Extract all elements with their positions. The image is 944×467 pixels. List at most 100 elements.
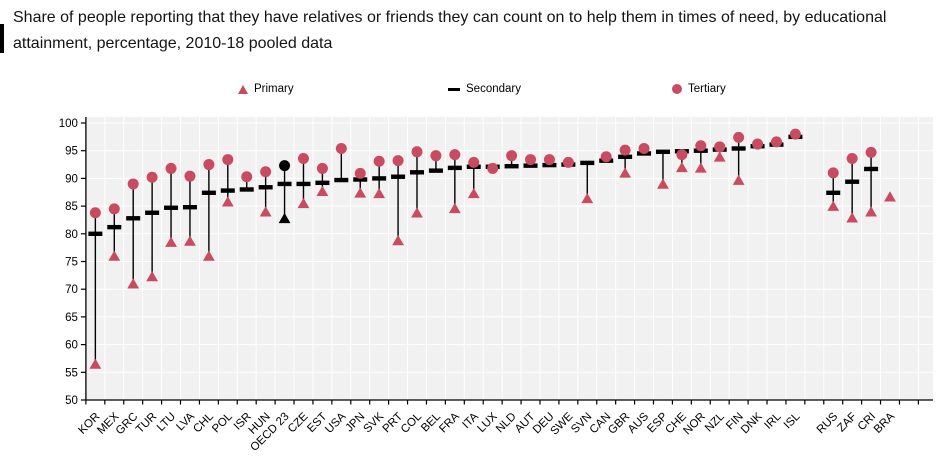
secondary-dash-marker [580, 160, 595, 166]
secondary-dash-marker [182, 205, 197, 210]
tertiary-circle-marker [335, 142, 347, 154]
tertiary-circle-marker [127, 178, 139, 190]
legend-label-tertiary: Tertiary [688, 83, 726, 95]
tertiary-circle-marker [865, 146, 877, 158]
primary-triangle-marker [467, 187, 480, 199]
primary-triangle-marker [694, 162, 707, 173]
secondary-dash-marker [277, 181, 292, 187]
tertiary-circle-marker [241, 171, 253, 183]
secondary-dash-marker [258, 185, 273, 190]
y-tick-label: 60 [65, 340, 78, 352]
tertiary-circle-marker [89, 207, 101, 219]
tertiary-circle-marker [316, 162, 328, 174]
x-category-label: PRT [381, 411, 406, 436]
x-category-label: COL [399, 410, 425, 436]
tertiary-circle-marker [487, 162, 499, 174]
tertiary-circle-marker [146, 171, 158, 183]
primary-triangle-marker [127, 278, 140, 289]
y-tick-label: 95 [65, 146, 78, 158]
primary-triangle-marker [202, 250, 215, 261]
y-tick-label: 65 [65, 312, 78, 324]
x-category-label: POL [210, 410, 235, 435]
secondary-dash-marker [239, 187, 254, 192]
tertiary-circle-marker [392, 155, 404, 167]
tertiary-circle-marker [714, 141, 726, 153]
primary-triangle-marker [884, 191, 896, 202]
tertiary-circle-marker [733, 131, 745, 143]
secondary-dash-marker [864, 166, 879, 172]
secondary-dash-marker [504, 164, 519, 169]
primary-triangle-marker [259, 206, 272, 217]
secondary-dash-marker [164, 205, 179, 210]
secondary-dash-marker [542, 162, 557, 168]
x-category-label: DNK [739, 410, 765, 436]
y-tick-label: 70 [65, 284, 78, 296]
tertiary-circle-marker [846, 152, 858, 164]
x-category-label: CZE [286, 410, 311, 435]
tertiary-circle-marker [562, 156, 574, 168]
primary-triangle-marker [221, 196, 234, 207]
primary-triangle-marker [146, 271, 159, 282]
tertiary-circle-marker [827, 167, 839, 179]
tertiary-circle-marker [203, 159, 215, 171]
primary-triangle-marker [846, 212, 859, 223]
x-category-label: ISL [782, 410, 803, 431]
primary-triangle-marker [448, 202, 461, 214]
y-tick-label: 90 [65, 173, 78, 185]
primary-triangle-marker [392, 235, 404, 246]
secondary-dash-marker [353, 177, 368, 182]
secondary-dash-marker [447, 165, 462, 171]
y-tick-label: 55 [65, 367, 78, 379]
primary-triangle-marker [581, 192, 594, 204]
tertiary-circle-marker [354, 167, 366, 179]
legend-label-primary: Primary [254, 83, 294, 95]
tertiary-circle-marker [108, 203, 120, 215]
tertiary-circle-marker [695, 140, 707, 152]
secondary-dash-marker [296, 181, 311, 187]
secondary-dash-marker [731, 146, 746, 151]
tertiary-circle-marker [600, 151, 612, 163]
y-tick-label: 85 [65, 201, 78, 213]
primary-triangle-marker [278, 212, 291, 224]
secondary-dash-marker [618, 154, 633, 159]
secondary-dash-marker [428, 168, 443, 173]
tertiary-circle-marker [789, 128, 801, 140]
x-category-label: TUR [134, 411, 159, 436]
tertiary-circle-marker [506, 150, 518, 162]
chart-legend: Primary Secondary Tertiary [0, 80, 944, 98]
primary-triangle-marker [827, 200, 840, 211]
primary-triangle-marker [354, 187, 367, 198]
primary-triangle-marker [89, 358, 102, 369]
legend-label-secondary: Secondary [466, 83, 521, 95]
secondary-dash-marker [410, 170, 424, 175]
secondary-dash-marker [391, 174, 406, 179]
primary-triangle-marker [732, 174, 745, 185]
legend-item-secondary: Secondary [448, 80, 521, 98]
secondary-dash-marker [201, 190, 216, 196]
primary-triangle-marker [657, 178, 669, 189]
legend-item-primary: Primary [238, 80, 294, 98]
tertiary-circle-marker [449, 149, 461, 161]
triangle-marker-icon [238, 84, 248, 94]
secondary-dash-marker [220, 188, 235, 193]
tertiary-circle-marker [411, 146, 423, 158]
primary-triangle-marker [165, 236, 177, 247]
tertiary-circle-marker [297, 152, 309, 164]
y-tick-label: 75 [65, 257, 78, 269]
x-category-label: SVK [362, 410, 387, 435]
circle-marker-icon [672, 84, 682, 94]
secondary-dash-marker [315, 180, 330, 186]
y-tick-label: 50 [65, 395, 78, 407]
x-category-label: LUX [475, 410, 500, 435]
secondary-dash-marker [145, 210, 160, 215]
primary-triangle-marker [865, 206, 877, 217]
primary-triangle-marker [297, 197, 310, 209]
tertiary-circle-marker [543, 154, 555, 166]
tertiary-circle-marker [638, 142, 650, 154]
primary-triangle-marker [316, 185, 329, 196]
primary-triangle-marker [619, 167, 632, 178]
x-category-label: BRA [872, 410, 897, 435]
primary-triangle-marker [713, 151, 726, 162]
